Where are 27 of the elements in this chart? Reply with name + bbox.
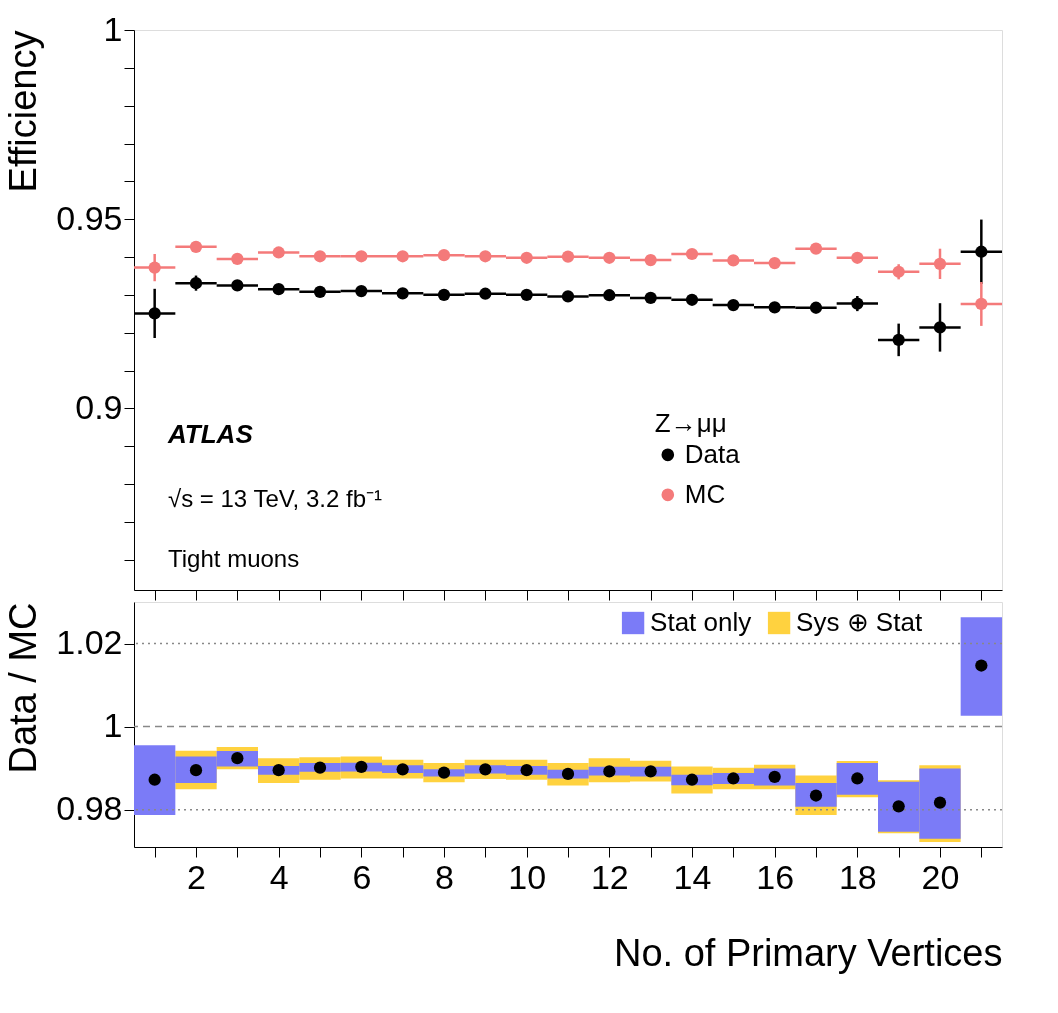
annotation: √s = 13 TeV, 3.2 fb⁻¹ bbox=[168, 485, 382, 512]
y-axis-title: Efficiency bbox=[2, 30, 45, 193]
legend-label: Data bbox=[684, 438, 741, 469]
x-tick-label: 10 bbox=[508, 857, 547, 896]
y-tick-label: 0.95 bbox=[56, 198, 123, 237]
x-axis-title: No. of Primary Vertices bbox=[613, 931, 1003, 974]
x-tick-label: 6 bbox=[352, 857, 372, 896]
x-tick-label: 14 bbox=[673, 857, 712, 896]
x-tick-label: 2 bbox=[187, 857, 206, 896]
y-tick-label: 1.02 bbox=[56, 623, 123, 662]
annotation: Tight muons bbox=[168, 545, 300, 572]
legend-title: Z→μμ bbox=[654, 407, 727, 438]
legend-label: Sys ⊕ Stat bbox=[796, 607, 923, 637]
annotation: ATLAS bbox=[167, 419, 254, 449]
y-tick-label: 1 bbox=[103, 706, 123, 745]
y-tick-label: 0.9 bbox=[75, 387, 123, 426]
x-tick-label: 4 bbox=[269, 857, 289, 896]
legend-label: MC bbox=[684, 478, 726, 509]
x-tick-label: 8 bbox=[435, 857, 454, 896]
x-tick-label: 16 bbox=[756, 857, 795, 896]
legend-label: Stat only bbox=[650, 607, 752, 637]
x-tick-label: 20 bbox=[921, 857, 960, 896]
x-tick-label: 12 bbox=[590, 857, 629, 896]
y-tick-label: 0.98 bbox=[56, 789, 123, 828]
y-axis-title: Data / MC bbox=[2, 602, 45, 774]
y-tick-label: 1 bbox=[103, 9, 123, 48]
x-tick-label: 18 bbox=[838, 857, 877, 896]
